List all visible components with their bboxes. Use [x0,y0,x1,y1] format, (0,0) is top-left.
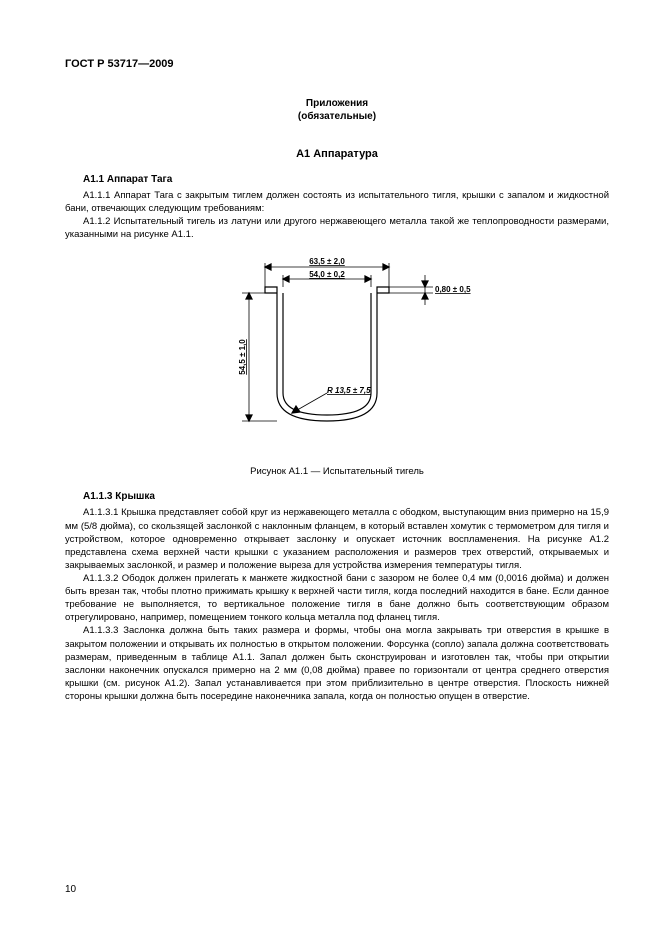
page: ГОСТ Р 53717—2009 Приложения (обязательн… [0,0,661,935]
paragraph-a1133: А1.1.3.3 Заслонка должна быть таких разм… [65,624,609,703]
svg-text:63,5 ± 2,0: 63,5 ± 2,0 [309,257,345,266]
paragraph-a111: А1.1.1 Аппарат Тага с закрытым тиглем до… [65,189,609,215]
svg-text:R 13,5 ± 7,5: R 13,5 ± 7,5 [327,386,371,395]
paragraph-a1131: А1.1.3.1 Крышка представляет собой круг … [65,506,609,572]
svg-text:54,0 ± 0,2: 54,0 ± 0,2 [309,270,345,279]
standard-code: ГОСТ Р 53717—2009 [65,58,609,70]
page-number: 10 [65,884,76,895]
section-a1-title: А1 Аппаратура [65,148,609,160]
annex-title: Приложения [65,98,609,109]
paragraph-a112: А1.1.2 Испытательный тигель из латуни ил… [65,215,609,241]
a113-heading: А1.1.3 Крышка [83,491,609,502]
svg-text:0,80 ± 0,5: 0,80 ± 0,5 [435,285,471,294]
paragraph-a1132: А1.1.3.2 Ободок должен прилегать к манже… [65,572,609,624]
annex-note: (обязательные) [65,111,609,122]
figure-a11-caption: Рисунок А1.1 — Испытательный тигель [65,466,609,477]
figure-a11: 63,5 ± 2,0 54,0 ± 0,2 0,80 ± 0,5 54,5 ± … [65,253,609,458]
a11-heading: А1.1 Аппарат Тага [83,174,609,185]
crucible-diagram: 63,5 ± 2,0 54,0 ± 0,2 0,80 ± 0,5 54,5 ± … [187,253,487,453]
svg-text:54,5 ± 1,0: 54,5 ± 1,0 [238,339,247,375]
